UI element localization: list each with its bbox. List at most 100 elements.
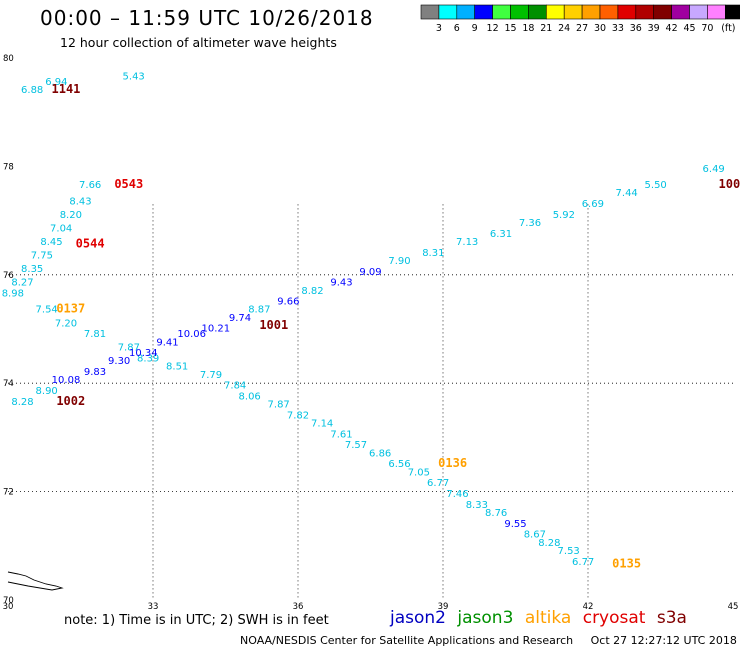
colorbar-swatch (724, 4, 740, 20)
wave-height-value: 6.69 (582, 199, 604, 210)
coastline (7, 571, 64, 591)
colorbar-label: 33 (612, 23, 624, 34)
wave-height-value: 7.44 (616, 188, 638, 199)
pass-time-label: 0137 (56, 302, 85, 316)
colorbar-label: 36 (630, 23, 642, 34)
wave-height-value: 7.81 (84, 329, 106, 340)
wave-height-value: 7.54 (36, 305, 58, 316)
wave-height-value: 7.90 (388, 256, 410, 267)
wave-height-value: 8.28 (538, 538, 560, 549)
colorbar-label: 3 (436, 23, 442, 34)
wave-height-value: 8.67 (524, 530, 546, 541)
wave-height-value: 7.20 (55, 318, 77, 329)
wave-height-value: 8.28 (11, 397, 33, 408)
lat-label: 70 (3, 596, 14, 606)
wave-height-value: 8.76 (485, 508, 507, 519)
footer: NOAA/NESDIS Center for Satellite Applica… (240, 634, 737, 647)
wave-height-value: 7.79 (200, 370, 222, 381)
wave-height-value: 5.50 (645, 180, 667, 191)
wave-height-value: 8.82 (301, 286, 323, 297)
lat-label: 74 (3, 379, 14, 389)
wave-height-value: 5.43 (123, 72, 145, 83)
wave-height-value: 10.08 (52, 375, 81, 386)
colorbar-label: 6 (454, 23, 460, 34)
wave-height-value: 6.77 (427, 478, 449, 489)
wave-height-value: 7.36 (519, 218, 541, 229)
colorbar-label: 15 (504, 23, 516, 34)
satellite-legend: jason2 jason3 altika cryosat s3a (390, 608, 693, 628)
wave-height-value: 6.94 (45, 77, 67, 88)
wave-height-value: 6.77 (572, 557, 594, 568)
footer-credit: NOAA/NESDIS Center for Satellite Applica… (240, 634, 574, 647)
wave-height-value: 10.06 (177, 329, 206, 340)
colorbar-label: 42 (666, 23, 678, 34)
legend-jason2: jason2 (390, 608, 446, 628)
wave-height-value: 8.90 (36, 386, 58, 397)
wave-height-value: 10.34 (129, 348, 158, 359)
colorbar-label: 18 (522, 23, 534, 34)
lon-label: 30 (3, 602, 14, 612)
wave-height-value: 8.51 (166, 362, 188, 373)
lon-label: 33 (148, 602, 159, 612)
wave-height-value: 8.31 (422, 248, 444, 259)
wave-height-value: 6.31 (490, 229, 512, 240)
wave-height-value: 8.27 (11, 278, 33, 289)
wave-height-value: 6.49 (703, 164, 725, 175)
colorbar-label: 39 (648, 23, 660, 34)
wave-height-value: 8.33 (466, 500, 488, 511)
wave-height-value: 6.86 (369, 448, 391, 459)
wave-height-value: 6.88 (21, 85, 43, 96)
legend-note: note: 1) Time is in UTC; 2) SWH is in fe… (64, 613, 329, 628)
legend-altika: altika (524, 608, 572, 628)
pass-time-label: 0136 (438, 456, 467, 470)
colorbar-label: 9 (472, 23, 478, 34)
wave-height-value: 8.20 (60, 210, 82, 221)
lat-label: 72 (3, 488, 14, 498)
colorbar-label: 24 (558, 23, 570, 34)
wave-height-value: 7.66 (79, 180, 101, 191)
colorbar-label: 70 (701, 23, 713, 34)
colorbar-label: 21 (540, 23, 552, 34)
wave-height-value: 7.87 (118, 343, 140, 354)
wave-height-value: 7.14 (311, 419, 333, 430)
legend-s3a: s3a (656, 608, 687, 628)
wave-height-value: 10.21 (202, 324, 231, 335)
wave-height-value: 7.61 (330, 429, 352, 440)
wave-height-value: 9.74 (229, 313, 251, 324)
lon-label: 45 (728, 602, 739, 612)
pass-time-label: 0543 (114, 177, 143, 191)
pass-time-label: 1141 (52, 82, 81, 96)
pass-time-label: 0135 (612, 556, 641, 570)
pass-time-label: 1001 (259, 318, 288, 332)
wave-height-value: 7.04 (50, 223, 72, 234)
lon-label: 42 (583, 602, 594, 612)
colorbar-label: 27 (576, 23, 588, 34)
wave-height-value: 8.45 (40, 237, 62, 248)
wave-height-value: 7.57 (345, 440, 367, 451)
lat-label: 78 (3, 162, 14, 172)
wave-height-value: 7.82 (287, 410, 309, 421)
map-subtitle: 12 hour collection of altimeter wave hei… (60, 35, 337, 50)
colorbar-label: 30 (594, 23, 606, 34)
colorbar-label: 12 (487, 23, 499, 34)
lat-label: 80 (3, 54, 14, 64)
wave-height-value: 7.13 (456, 237, 478, 248)
lon-label: 36 (293, 602, 304, 612)
colorbar-unit: (ft) (721, 23, 735, 34)
wave-height-value: 9.66 (277, 297, 299, 308)
wave-height-value: 7.75 (31, 251, 53, 262)
wave-height-value: 7.05 (408, 467, 430, 478)
wave-height-value: 9.43 (330, 278, 352, 289)
wave-height-value: 8.35 (21, 264, 43, 275)
wave-height-colorbar: 3 6 9 12 15 18 21 24 27 30 33 36 39 42 45 70 (ft) (420, 4, 740, 34)
wave-height-value: 7.46 (446, 489, 468, 500)
pass-time-label: 1002 (56, 394, 85, 408)
legend-jason3: jason3 (457, 608, 514, 628)
wave-height-value: 8.06 (239, 391, 261, 402)
wave-height-value: 7.53 (558, 546, 580, 557)
wave-height-value: 5.92 (553, 210, 575, 221)
legend-cryosat: cryosat (582, 608, 646, 628)
wave-height-value: 7.87 (268, 400, 290, 411)
wave-height-value: 7.84 (224, 381, 246, 392)
